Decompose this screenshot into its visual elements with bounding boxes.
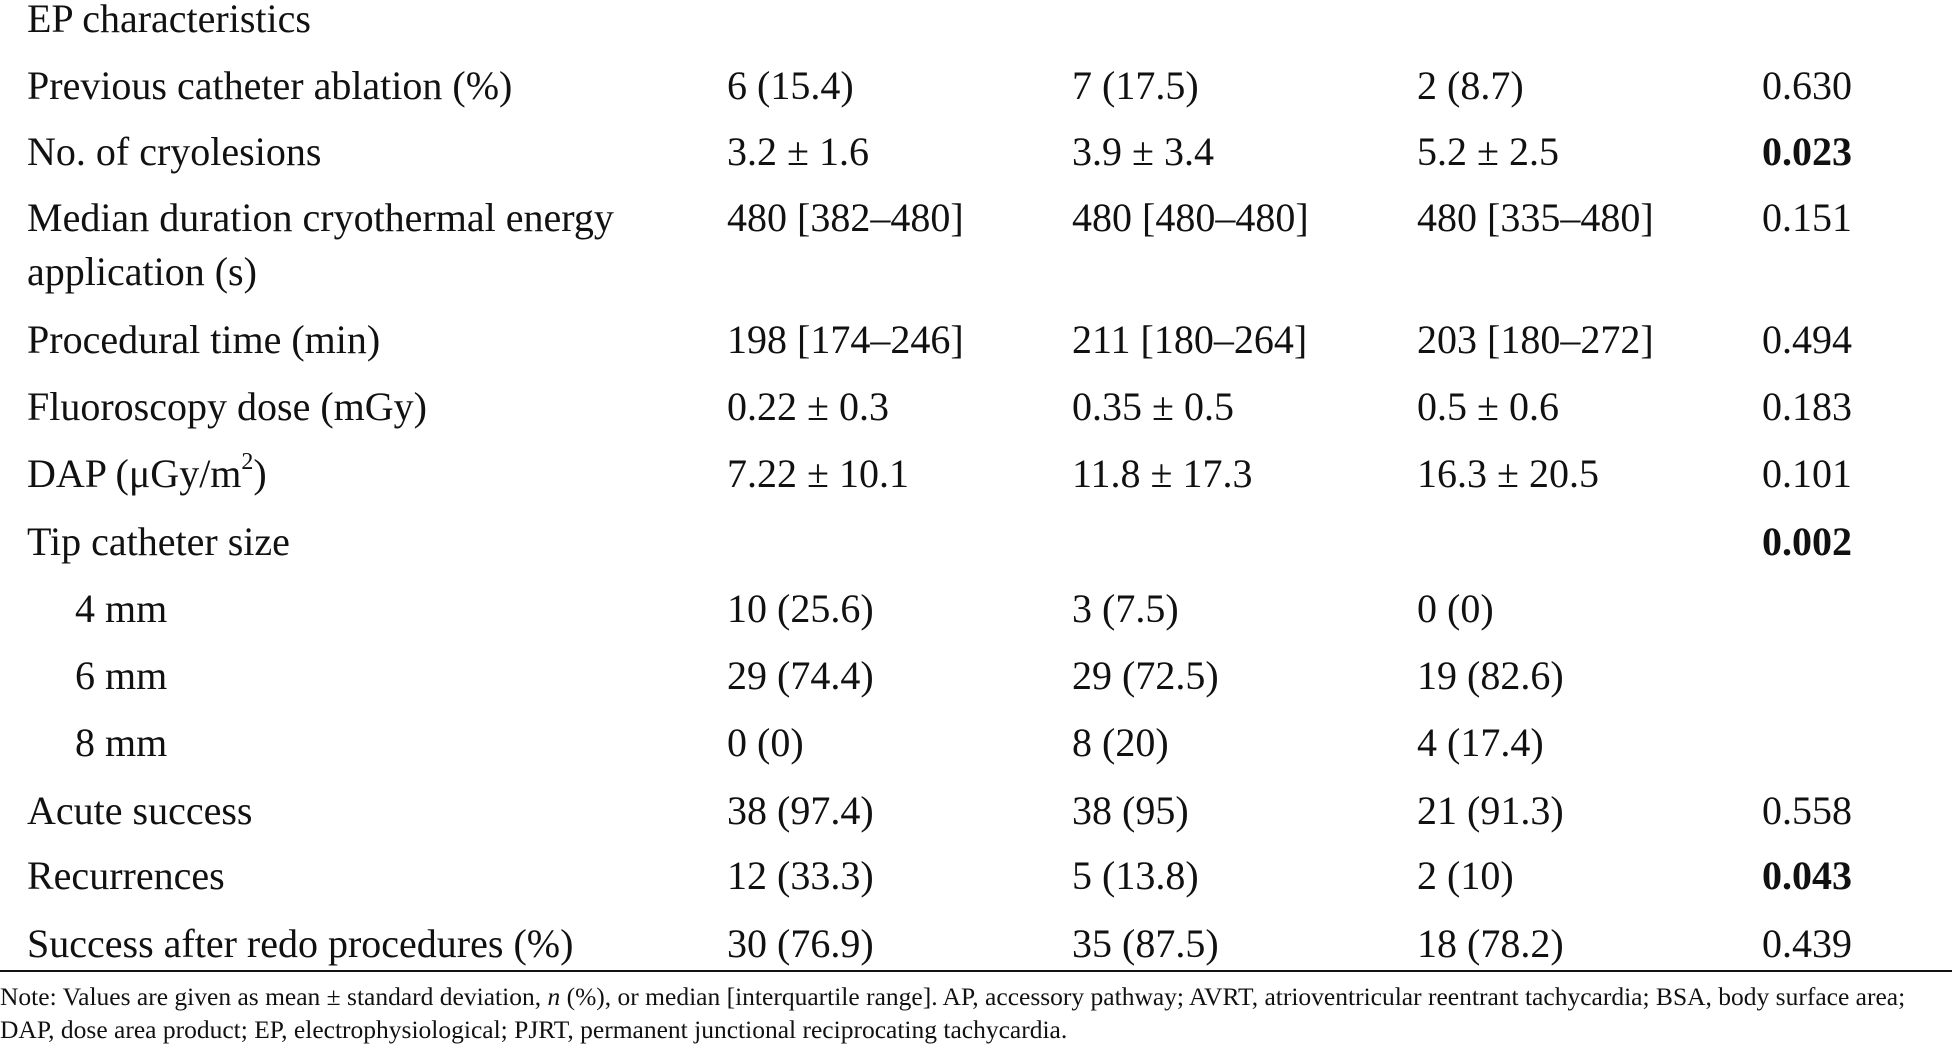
- table-cell: 38 (97.4): [727, 788, 874, 833]
- table-cell: 0.5 ± 0.6: [1417, 384, 1559, 429]
- row-label-text: ): [253, 451, 267, 496]
- row-label: No. of cryolesions: [27, 129, 322, 174]
- table-cell: 198 [174–246]: [727, 317, 964, 362]
- table-cell: 8 (20): [1072, 720, 1169, 765]
- row-label: Procedural time (min): [27, 317, 381, 362]
- table-cell: 4 (17.4): [1417, 720, 1544, 765]
- row-label: Tip catheter size: [27, 519, 290, 564]
- note-text: (%), or median [interquartile range]. AP…: [0, 982, 1906, 1044]
- table-cell: 21 (91.3): [1417, 788, 1564, 833]
- p-value: 0.558: [1762, 788, 1852, 833]
- table-cell: 10 (25.6): [727, 586, 874, 631]
- row-label: 8 mm: [75, 720, 168, 765]
- row-label: Recurrences: [27, 853, 225, 898]
- p-value: 0.101: [1762, 451, 1852, 496]
- table-cell: 30 (76.9): [727, 921, 874, 966]
- row-label: Acute success: [27, 788, 253, 833]
- table-cell: 3 (7.5): [1072, 586, 1179, 631]
- p-value: 0.183: [1762, 384, 1852, 429]
- row-label-text: DAP (μGy/m: [27, 451, 242, 496]
- table-cell: 480 [480–480]: [1072, 195, 1309, 240]
- table-rule: [0, 970, 1952, 972]
- table-cell: 5 (13.8): [1072, 853, 1199, 898]
- table-cell: 3.2 ± 1.6: [727, 129, 869, 174]
- table-cell: 35 (87.5): [1072, 921, 1219, 966]
- table-cell: 19 (82.6): [1417, 653, 1564, 698]
- row-label: 6 mm: [75, 653, 168, 698]
- table-cell: 6 (15.4): [727, 63, 854, 108]
- row-label: Median duration cryothermal energy appli…: [27, 195, 614, 294]
- p-value: 0.151: [1762, 195, 1852, 240]
- table-cell: 2 (10): [1417, 853, 1514, 898]
- table-cell: 5.2 ± 2.5: [1417, 129, 1559, 174]
- p-value: 0.002: [1762, 519, 1852, 564]
- row-label: Success after redo procedures (%): [27, 921, 574, 966]
- note-text: Note: Values are given as mean ± standar…: [0, 982, 548, 1011]
- table-cell: 211 [180–264]: [1072, 317, 1308, 362]
- table-cell: 7.22 ± 10.1: [727, 451, 909, 496]
- table-cell: 0 (0): [727, 720, 804, 765]
- table-cell: 29 (72.5): [1072, 653, 1219, 698]
- table-cell: 11.8 ± 17.3: [1072, 451, 1253, 496]
- table-cell: 0 (0): [1417, 586, 1494, 631]
- p-value: 0.023: [1762, 129, 1852, 174]
- table-cell: 480 [382–480]: [727, 195, 964, 240]
- table-cell: 18 (78.2): [1417, 921, 1564, 966]
- table-cell: 2 (8.7): [1417, 63, 1524, 108]
- row-label: 4 mm: [75, 586, 168, 631]
- table-cell: 7 (17.5): [1072, 63, 1199, 108]
- table-cell: 29 (74.4): [727, 653, 874, 698]
- table-cell: 3.9 ± 3.4: [1072, 129, 1214, 174]
- p-value: 0.439: [1762, 921, 1852, 966]
- note-text: n: [547, 982, 561, 1011]
- table-cell: 0.22 ± 0.3: [727, 384, 889, 429]
- table-cell: 16.3 ± 20.5: [1417, 451, 1599, 496]
- row-label-sup: 2: [241, 448, 254, 475]
- row-label: Previous catheter ablation (%): [27, 63, 513, 108]
- table-cell: 480 [335–480]: [1417, 195, 1654, 240]
- p-value: 0.630: [1762, 63, 1852, 108]
- table-cell: 38 (95): [1072, 788, 1189, 833]
- table-cell: 0.35 ± 0.5: [1072, 384, 1234, 429]
- table-cell: 12 (33.3): [727, 853, 874, 898]
- table-note: Note: Values are given as mean ± standar…: [0, 980, 1952, 1046]
- row-label: DAP (μGy/m2): [27, 447, 667, 501]
- p-value: 0.494: [1762, 317, 1852, 362]
- row-label: Fluoroscopy dose (mGy): [27, 384, 427, 429]
- table-cell: 203 [180–272]: [1417, 317, 1654, 362]
- section-header: EP characteristics: [27, 0, 311, 41]
- p-value: 0.043: [1762, 853, 1852, 898]
